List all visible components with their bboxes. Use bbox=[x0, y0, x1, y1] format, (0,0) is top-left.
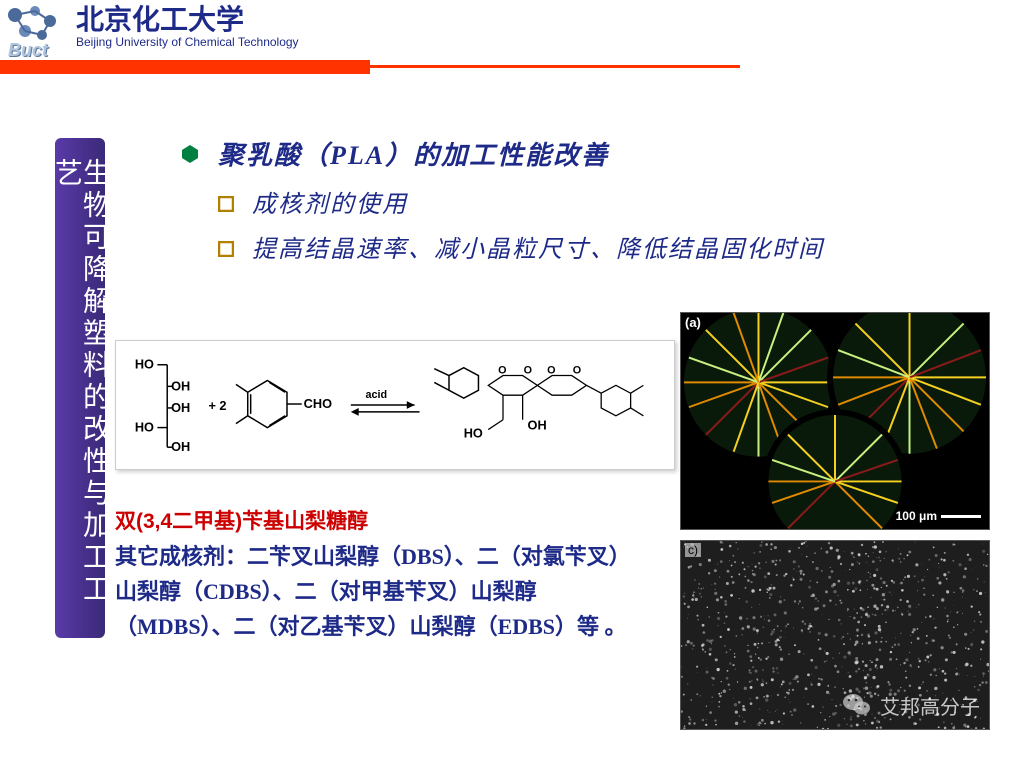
micrograph-a-scalebar: 100 μm bbox=[896, 509, 981, 523]
group-oh-3: OH bbox=[171, 439, 190, 454]
micrograph-a-label: (a) bbox=[685, 315, 701, 330]
sub-bullet-1-row: 成核剂的使用 bbox=[218, 190, 980, 221]
group-ho-0: HO bbox=[135, 357, 154, 372]
sub-bullet-1: 成核剂的使用 bbox=[252, 190, 408, 221]
scale-bar-icon bbox=[941, 515, 981, 518]
square-bullet-icon bbox=[218, 196, 234, 212]
main-title-row: 聚乳酸（PLA）的加工性能改善 bbox=[180, 135, 980, 172]
header-bar-thick bbox=[0, 60, 370, 74]
chemical-reaction-scheme: HO OH OH OH HO + 2 CHO bbox=[115, 340, 675, 470]
main-title: 聚乳酸（PLA）的加工性能改善 bbox=[218, 135, 609, 172]
micrograph-c-label: c) bbox=[685, 543, 701, 557]
university-name-en: Beijing University of Chemical Technolog… bbox=[76, 35, 299, 49]
university-name-cn: 北京化工大学 bbox=[76, 7, 299, 35]
logo-shortname: Buct bbox=[8, 40, 48, 61]
university-name-block: 北京化工大学 Beijing University of Chemical Te… bbox=[76, 7, 299, 49]
arrow-label: acid bbox=[366, 389, 388, 401]
product-ho: HO bbox=[464, 425, 483, 440]
sub-bullet-2-row: 提高结晶速率、减小晶粒尺寸、降低结晶固化时间 bbox=[218, 235, 980, 266]
plus-two: + 2 bbox=[208, 398, 226, 413]
group-oh-2: OH bbox=[171, 400, 190, 415]
svg-text:O: O bbox=[573, 365, 581, 377]
vertical-title-sidebar: 生物可降解塑料的改性与加工工艺 bbox=[55, 138, 105, 638]
header-bar-thin bbox=[370, 65, 740, 68]
watermark: 艾邦高分子 bbox=[842, 690, 980, 720]
svg-text:O: O bbox=[524, 365, 532, 377]
other-nucleating-agents: 其它成核剂：二苄叉山梨醇（DBS）、二（对氯苄叉）山梨醇（CDBS）、二（对甲基… bbox=[115, 539, 635, 645]
micrograph-a: (a) 100 μm bbox=[680, 312, 990, 530]
hexagon-bullet-icon bbox=[180, 144, 200, 164]
cho-label: CHO bbox=[304, 396, 332, 411]
sub-bullet-2: 提高结晶速率、减小晶粒尺寸、降低结晶固化时间 bbox=[252, 235, 824, 266]
main-content: 聚乳酸（PLA）的加工性能改善 成核剂的使用 提高结晶速率、减小晶粒尺寸、降低结… bbox=[180, 135, 980, 280]
bottom-description: 双(3,4二甲基)苄基山梨糖醇 其它成核剂：二苄叉山梨醇（DBS）、二（对氯苄叉… bbox=[115, 505, 635, 644]
university-logo-area: 北京化工大学 Beijing University of Chemical Te… bbox=[0, 0, 320, 55]
sidebar-title: 生物可降解塑料的改性与加工工艺 bbox=[52, 158, 108, 618]
group-oh-1: OH bbox=[171, 378, 190, 393]
slide-header: 北京化工大学 Beijing University of Chemical Te… bbox=[0, 0, 1020, 80]
svg-text:O: O bbox=[547, 365, 555, 377]
watermark-text: 艾邦高分子 bbox=[880, 691, 980, 720]
square-bullet-icon bbox=[218, 241, 234, 257]
group-ho-4: HO bbox=[135, 420, 154, 435]
header-divider bbox=[0, 60, 740, 74]
compound-name: 双(3,4二甲基)苄基山梨糖醇 bbox=[115, 505, 635, 539]
scale-text: 100 μm bbox=[896, 509, 937, 523]
wechat-icon bbox=[842, 690, 872, 720]
svg-text:O: O bbox=[498, 365, 506, 377]
product-oh: OH bbox=[528, 418, 547, 433]
